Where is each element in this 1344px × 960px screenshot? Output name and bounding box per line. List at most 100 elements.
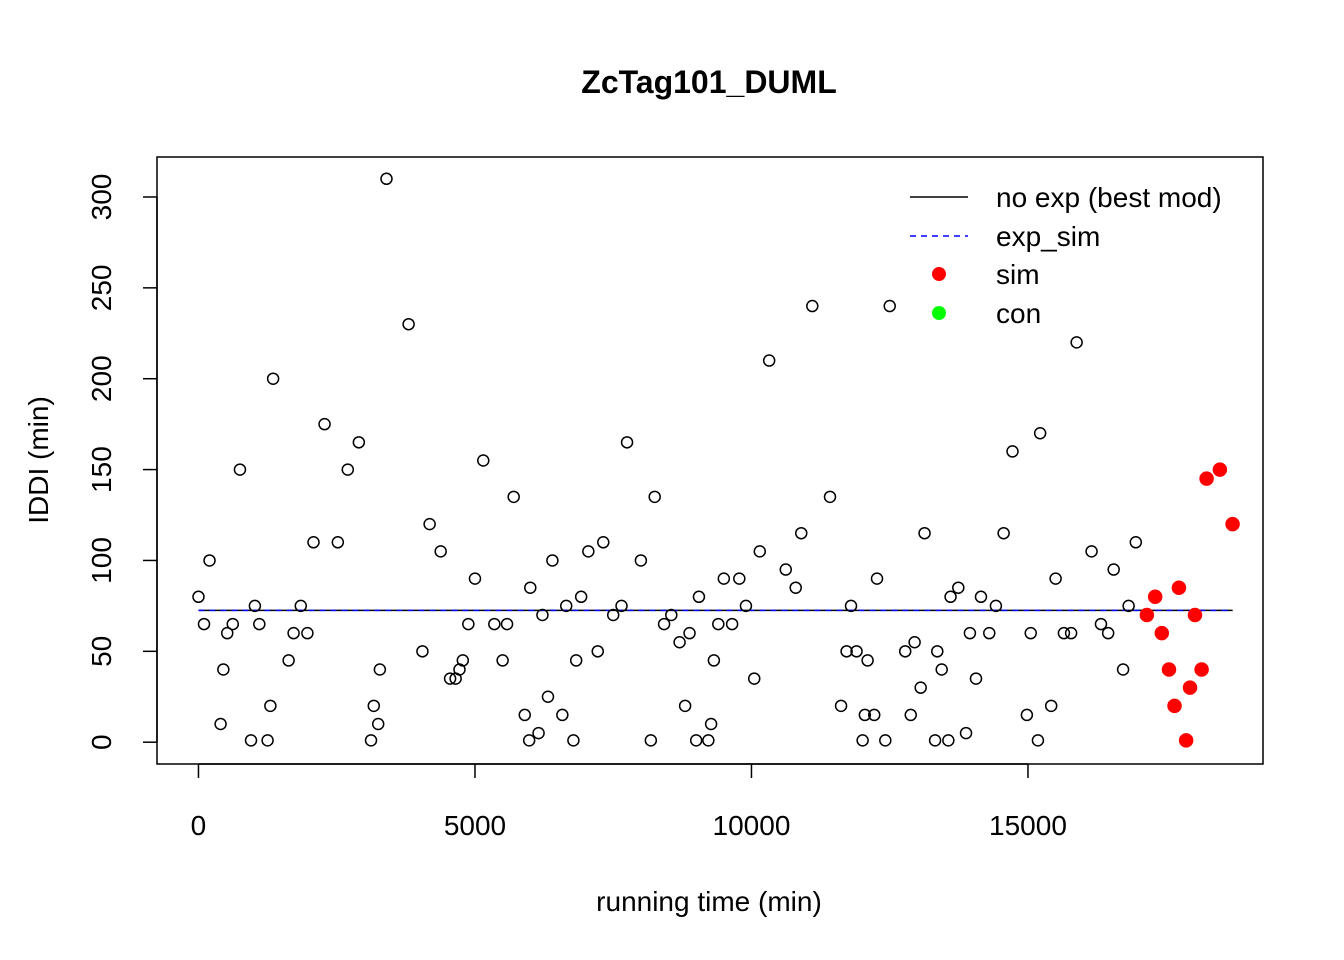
x-axis-label: running time (min) [596,886,822,917]
observed-point [443,672,457,685]
observed-point [331,536,345,549]
observed-point [914,681,927,694]
observed-point [591,645,604,658]
observed-point [423,517,436,531]
observed-point [707,654,721,667]
observed-point [318,417,331,431]
observed-point [371,717,385,731]
observed-point [468,572,482,585]
observed-point [226,617,240,631]
observed-point [364,734,378,747]
sim-point [1171,580,1187,595]
y-tick-label: 0 [86,734,117,750]
observed-point [928,734,942,747]
observed-point [762,354,776,367]
observed-point [477,454,490,467]
observed-point [1116,663,1130,676]
observed-point [983,626,996,640]
observed-point [462,617,475,631]
observed-point [248,599,262,613]
observed-point [840,645,853,658]
observed-point [789,581,802,594]
sim-point [1199,471,1214,486]
observed-point [856,734,869,747]
observed-point [1044,699,1058,713]
observed-point [217,663,230,676]
sim-point [1154,625,1170,641]
observed-point [559,599,573,613]
observed-point [944,590,957,604]
legend-point [932,306,946,320]
observed-point [1033,426,1047,440]
observed-point [997,526,1010,540]
sim-point [1182,680,1198,695]
sim-point [1139,607,1155,623]
legend-label: sim [996,259,1040,290]
observed-point [823,490,837,504]
observed-point [1122,599,1135,613]
y-axis-label: IDDI (min) [23,396,54,524]
observed-point [416,645,429,658]
observed-point [942,734,955,747]
observed-point [192,590,205,604]
observed-point [574,590,588,604]
observed-point [620,436,634,449]
observed-point [282,654,295,667]
x-tick-label: 10000 [713,810,791,841]
observed-point [1024,626,1037,640]
legend-point [932,267,946,281]
y-tick-label: 300 [86,174,117,221]
observed-point [648,490,661,504]
observed-point [665,608,678,622]
observed-point [733,572,746,585]
observed-point [753,545,767,558]
observed-point [287,626,300,640]
observed-point [867,708,881,722]
observed-point [1006,445,1019,458]
observed-point [567,734,580,747]
observed-point [883,299,896,313]
observed-point [214,717,227,731]
observed-point [952,581,965,594]
observed-point [689,734,703,747]
observed-point [935,663,948,676]
observed-point [963,626,977,640]
observed-point [197,617,211,631]
observed-point [1085,545,1098,558]
observed-point [870,572,884,585]
observed-point [931,645,944,658]
observed-point [989,599,1003,613]
observed-point [717,572,731,585]
observed-point [861,654,874,667]
observed-point [536,608,549,622]
observed-point [1020,708,1034,722]
observed-point [850,645,863,658]
sim-point [1167,698,1182,714]
observed-point [261,734,274,747]
observed-point [496,654,509,667]
observed-point [908,635,921,649]
observed-point [644,734,658,747]
y-tick-label: 100 [86,537,117,584]
observed-point [606,608,620,622]
observed-point [500,617,514,631]
observed-point [1064,626,1078,640]
observed-point [634,554,648,567]
observed-point [582,545,595,558]
observed-point [434,545,447,558]
y-axis: 0 50 100 150 200 250 300 [86,174,158,750]
observed-point [220,626,234,640]
observed-point [569,654,583,667]
observed-point [673,635,686,649]
observed-point [959,726,973,740]
observed-point [402,317,415,331]
observed-point [678,699,692,713]
sim-point [1225,516,1240,532]
observed-point [1107,563,1120,576]
observed-point [1057,626,1071,640]
observed-point [264,699,277,713]
sim-point [1147,589,1163,605]
observed-point [266,372,280,385]
observed-point [244,734,258,747]
